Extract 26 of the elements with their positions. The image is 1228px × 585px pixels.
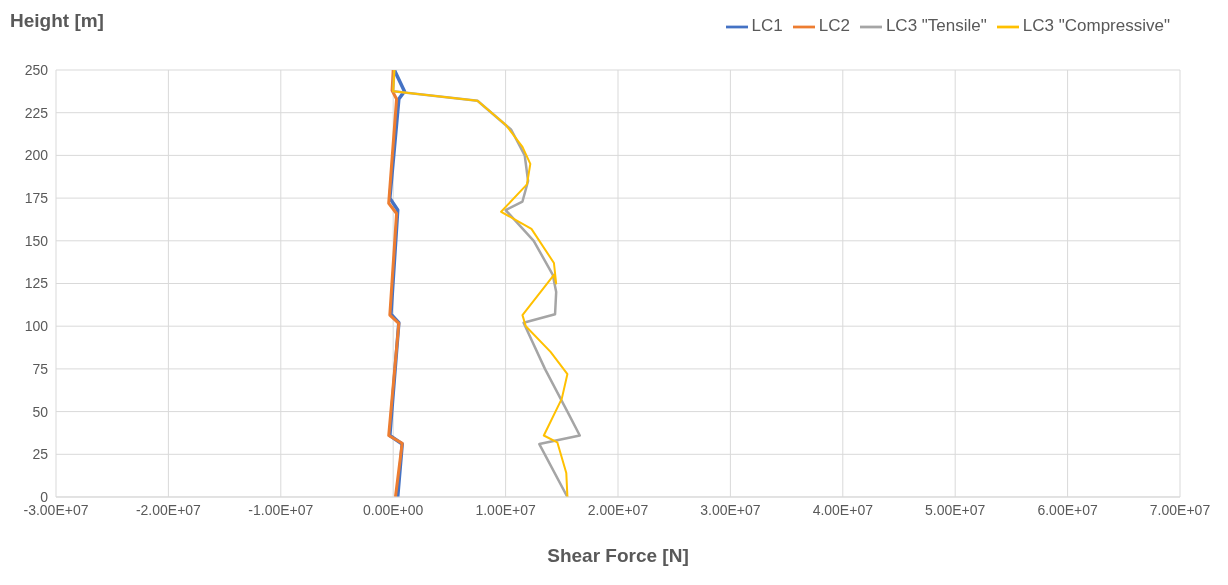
y-tick-label: 50 [32, 403, 49, 420]
x-tick-label: -2.00E+07 [135, 501, 202, 518]
y-tick-label: 75 [32, 360, 49, 377]
x-tick-label: 4.00E+07 [812, 501, 874, 518]
y-tick-label: 250 [24, 61, 49, 78]
x-tick-label: 2.00E+07 [587, 501, 649, 518]
x-tick-label: 3.00E+07 [700, 501, 761, 518]
x-tick-label: 6.00E+07 [1037, 501, 1098, 518]
legend-label: LC2 [818, 16, 850, 36]
legend-label: LC1 [751, 16, 783, 36]
legend-label: LC3 "Tensile" [885, 16, 987, 36]
x-tick-label: 0.00E+00 [363, 501, 424, 518]
y-tick-label: 100 [24, 318, 49, 335]
y-tick-label: 125 [24, 275, 49, 292]
y-tick-label: 175 [24, 190, 49, 207]
x-axis-title: Shear Force [N] [547, 545, 689, 566]
y-tick-label: 150 [24, 232, 49, 249]
x-tick-label: -1.00E+07 [248, 501, 314, 518]
x-tick-label: 1.00E+07 [475, 501, 536, 518]
y-tick-label: 200 [24, 147, 49, 164]
legend-label: LC3 "Compressive" [1022, 16, 1170, 36]
x-tick-label: 7.00E+07 [1149, 501, 1211, 518]
x-tick-label: 5.00E+07 [925, 501, 986, 518]
y-tick-label: 25 [32, 446, 49, 463]
y-axis-title: Height [m] [10, 10, 104, 32]
y-tick-label: 225 [24, 104, 49, 121]
